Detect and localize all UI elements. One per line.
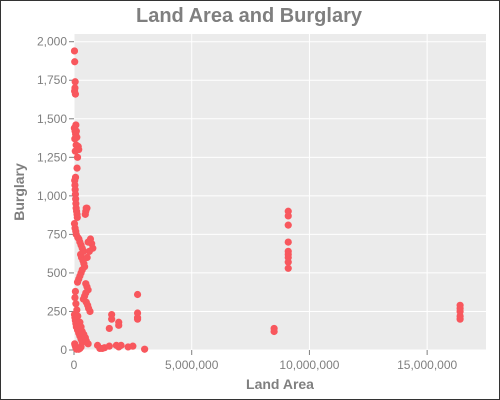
data-point: [72, 300, 80, 308]
data-point: [284, 212, 292, 220]
y-axis: 0 250 500 750 1,000 1,250 1,500 1,750 2,000: [37, 35, 74, 357]
data-point: [284, 258, 292, 266]
data-point: [73, 164, 81, 172]
data-point: [73, 213, 81, 222]
data-point: [82, 204, 90, 212]
data-point: [270, 327, 278, 336]
data-point: [105, 342, 113, 350]
y-tick-label: 0: [60, 343, 67, 357]
data-points: [70, 47, 464, 353]
data-point: [129, 342, 137, 350]
data-point: [74, 312, 82, 320]
data-point: [115, 321, 123, 329]
data-point: [72, 127, 80, 135]
data-point: [133, 290, 142, 299]
y-tick-label: 750: [47, 227, 67, 241]
data-point: [86, 307, 94, 316]
data-point: [73, 278, 82, 286]
x-axis: 0 5,000,000 10,000,000 15,000,000: [71, 350, 457, 372]
x-tick-label: 15,000,000: [397, 358, 457, 372]
chart-title: Land Area and Burglary: [136, 5, 363, 27]
x-axis-title: Land Area: [246, 376, 314, 392]
data-point: [284, 238, 292, 246]
y-axis-title: Burglary: [11, 163, 27, 221]
data-point: [83, 253, 91, 262]
y-tick-label: 1,750: [37, 73, 67, 87]
data-point: [108, 315, 116, 323]
y-tick-label: 250: [47, 304, 67, 318]
data-point: [71, 78, 79, 86]
data-point: [71, 58, 79, 66]
data-point: [71, 90, 80, 98]
x-tick-label: 0: [71, 358, 78, 372]
data-point: [72, 121, 80, 129]
data-point: [284, 264, 292, 272]
data-point: [284, 221, 292, 229]
data-point: [141, 345, 149, 353]
y-tick-label: 1,250: [37, 150, 67, 164]
x-tick-label: 10,000,000: [279, 358, 339, 372]
data-point: [84, 340, 92, 348]
data-point: [112, 341, 120, 349]
x-tick-label: 5,000,000: [165, 358, 219, 372]
data-point: [71, 287, 80, 296]
data-point: [73, 153, 82, 161]
y-tick-label: 1,000: [37, 189, 67, 203]
data-point: [81, 210, 89, 218]
y-tick-label: 1,500: [37, 112, 67, 126]
data-point: [75, 146, 83, 154]
data-point: [73, 133, 81, 141]
data-point: [456, 315, 464, 323]
data-point: [133, 315, 142, 323]
data-point: [105, 324, 113, 333]
y-tick-label: 500: [47, 266, 67, 280]
data-point: [85, 247, 93, 255]
data-point: [84, 238, 92, 246]
data-point: [98, 344, 106, 353]
y-tick-label: 2,000: [37, 35, 67, 49]
data-point: [71, 293, 79, 302]
data-point: [70, 47, 79, 55]
data-point: [73, 306, 81, 314]
plot-background: [74, 34, 486, 350]
data-point: [75, 345, 83, 353]
